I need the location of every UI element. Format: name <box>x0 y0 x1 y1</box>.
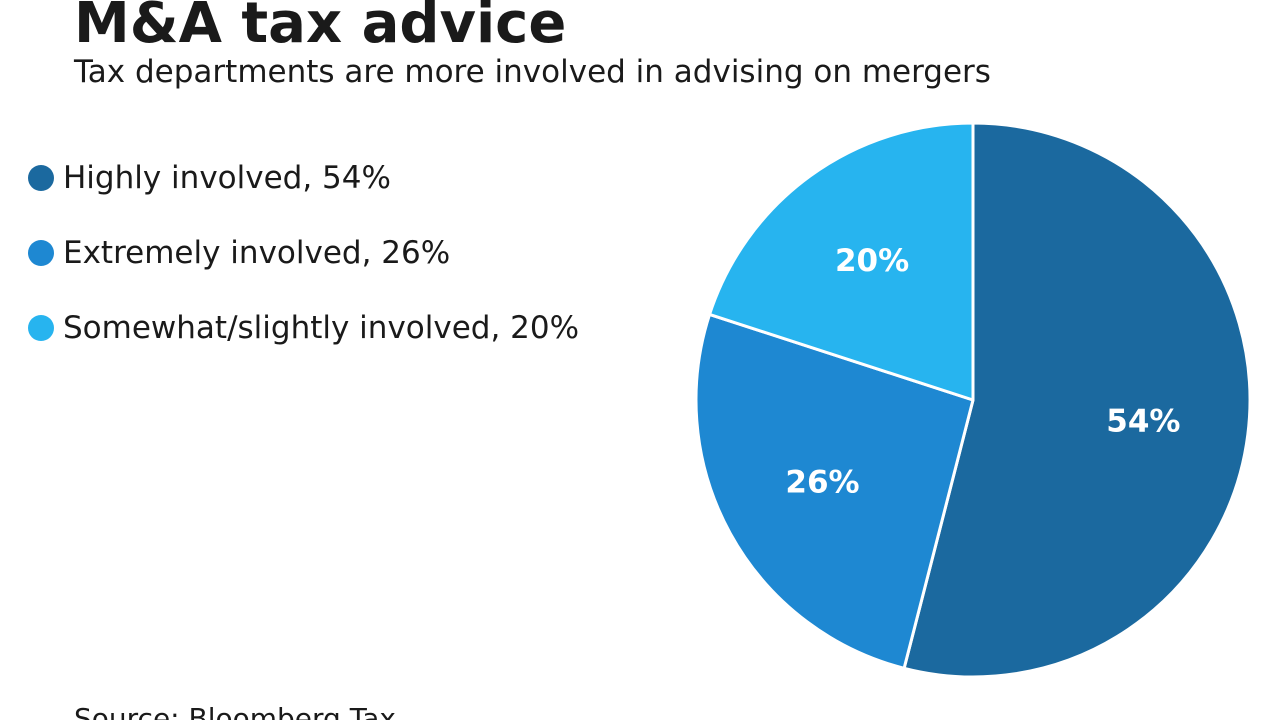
legend-label-extremely-involved: Extremely involved, 26% <box>63 235 451 271</box>
pie-slice-highly-involved <box>902 121 1252 679</box>
chart-title: M&A tax advice <box>74 0 567 56</box>
legend-swatch-highly-involved <box>28 165 54 191</box>
pie-slice-somewhat-slightly-involved <box>708 121 975 402</box>
legend-swatch-extremely-involved <box>28 240 54 266</box>
legend-label-somewhat-involved: Somewhat/slightly involved, 20% <box>63 310 580 346</box>
legend-item-somewhat-involved: Somewhat/slightly involved, 20% <box>28 308 579 348</box>
legend-label-highly-involved: Highly involved, 54% <box>63 160 391 196</box>
pie-label-highly-involved: 54% <box>1106 404 1180 440</box>
pie-label-extremely-involved: 26% <box>785 465 859 501</box>
legend-item-extremely-involved: Extremely involved, 26% <box>28 233 579 273</box>
legend-swatch-somewhat-involved <box>28 315 54 341</box>
source-note: Source: Bloomberg Tax <box>74 702 396 720</box>
pie-label-somewhat-slightly-involved: 20% <box>835 243 909 279</box>
legend: Highly involved, 54% Extremely involved,… <box>28 158 579 383</box>
pie-slice-extremely-involved <box>694 312 975 670</box>
chart-subtitle: Tax departments are more involved in adv… <box>74 54 991 90</box>
legend-item-highly-involved: Highly involved, 54% <box>28 158 579 198</box>
